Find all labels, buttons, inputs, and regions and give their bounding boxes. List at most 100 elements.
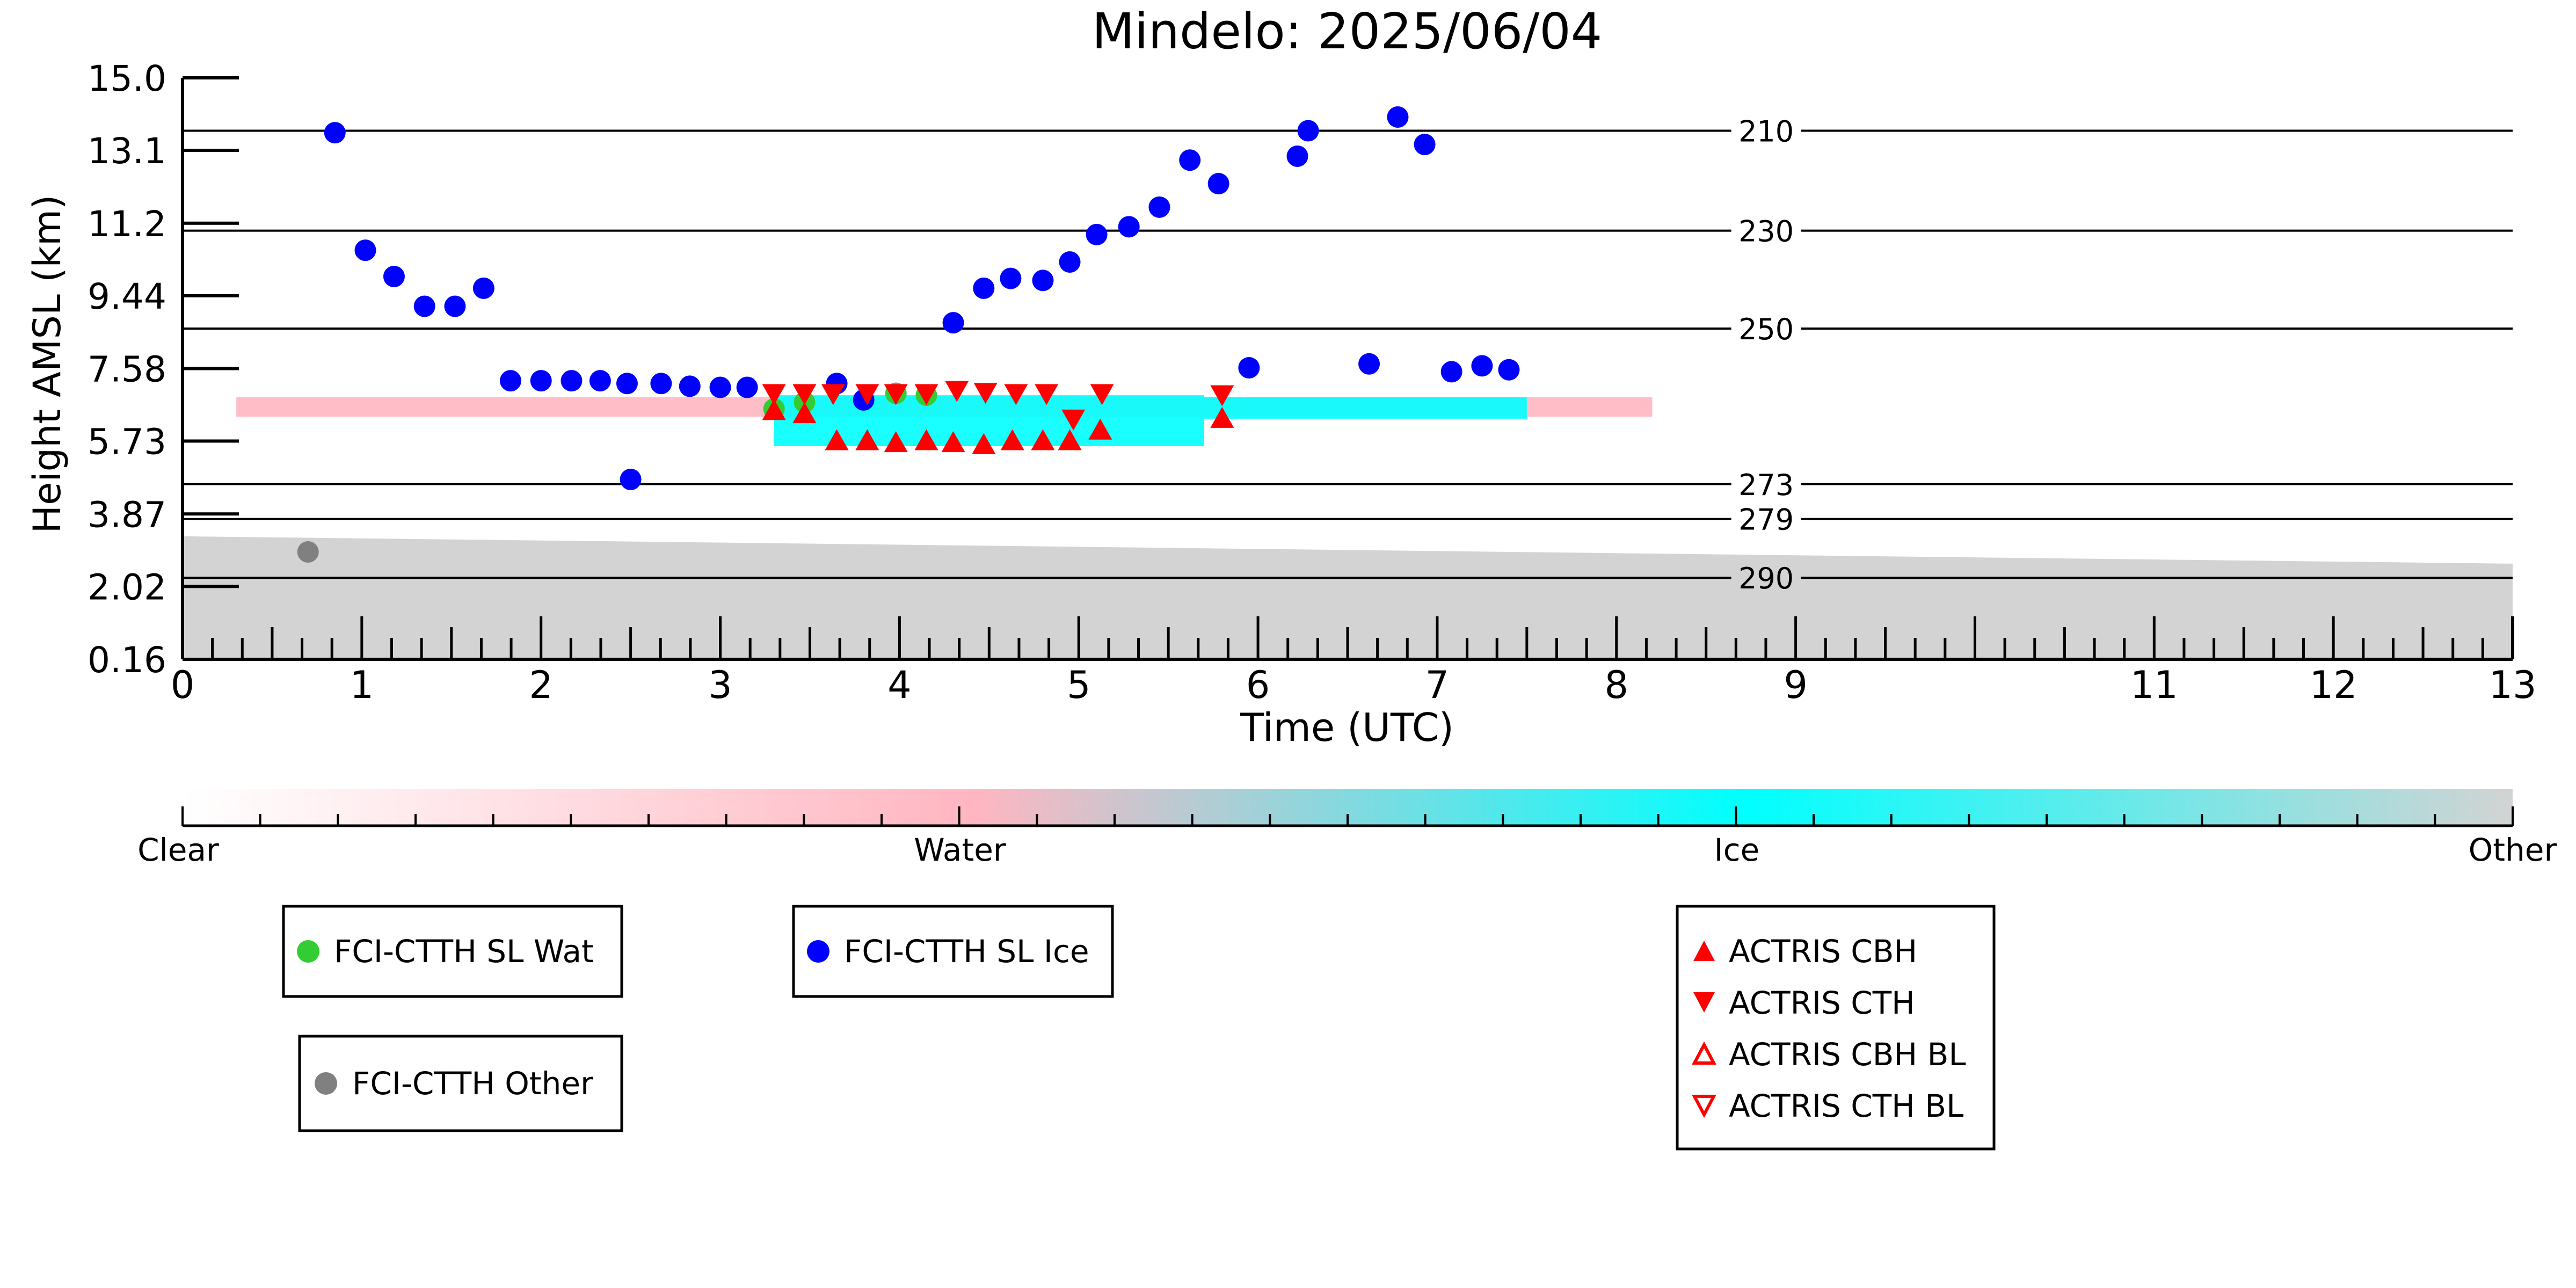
marker-fci-ctth-sl-ice xyxy=(561,370,583,392)
x-axis-label: Time (UTC) xyxy=(1240,705,1454,750)
class-region-other-0 xyxy=(183,536,2513,659)
marker-fci-ctth-sl-ice xyxy=(1179,149,1201,171)
marker-fci-ctth-sl-ice xyxy=(472,277,494,299)
legend-actris-box xyxy=(1676,905,1996,1151)
legend-other-box xyxy=(298,1035,623,1132)
marker-fci-ctth-sl-ice xyxy=(499,370,521,392)
data-markers xyxy=(297,106,1520,563)
legend-cbh-marker xyxy=(1693,941,1715,961)
x-tick-label: 5 xyxy=(1067,663,1091,707)
marker-fci-ctth-sl-ice xyxy=(679,375,701,397)
marker-fci-ctth-sl-ice xyxy=(736,376,758,398)
marker-fci-ctth-sl-ice xyxy=(973,277,995,299)
legend-ice-label: FCI-CTTH SL Ice xyxy=(844,933,1089,970)
marker-actris-cth xyxy=(1035,384,1059,405)
marker-actris-cth xyxy=(884,384,908,405)
marker-actris-cbh xyxy=(1031,429,1055,450)
legend-wat-label: FCI-CTTH SL Wat xyxy=(334,933,594,970)
marker-actris-cth xyxy=(821,384,845,405)
x-tick-label: 4 xyxy=(887,663,912,707)
legend-cbh-bl-marker xyxy=(1692,1041,1716,1065)
y-tick-label: 0.16 xyxy=(88,639,166,681)
isotherm-label-279: 279 xyxy=(1738,503,1794,537)
marker-actris-cth xyxy=(1210,385,1234,406)
colorbar-label-ice: Ice xyxy=(1714,832,1760,868)
marker-fci-ctth-sl-ice xyxy=(620,469,642,491)
marker-fci-ctth-sl-ice xyxy=(650,373,672,395)
colorbar-label-clear: Clear xyxy=(137,832,219,868)
legend-cth-marker xyxy=(1693,992,1715,1013)
legend-wat: FCI-CTTH SL Wat xyxy=(282,905,623,998)
marker-fci-ctth-sl-ice xyxy=(942,312,964,334)
marker-fci-ctth-sl-ice xyxy=(1238,357,1260,379)
isotherm-label-250: 250 xyxy=(1738,312,1794,346)
marker-actris-cth xyxy=(1061,409,1086,431)
y-tick-label: 15.0 xyxy=(88,58,166,99)
x-tick-label: 11 xyxy=(2130,663,2178,707)
marker-fci-ctth-sl-ice xyxy=(1207,173,1229,195)
isotherm-label-230: 230 xyxy=(1738,215,1794,249)
y-tick-label: 5.73 xyxy=(88,421,166,463)
class-region-ice-3 xyxy=(1204,397,1527,419)
marker-actris-cbh xyxy=(972,433,996,454)
marker-fci-ctth-sl-ice xyxy=(1148,196,1170,218)
y-tick-label: 9.44 xyxy=(88,276,166,317)
marker-actris-cth xyxy=(762,384,786,405)
marker-actris-cbh xyxy=(762,399,786,420)
marker-fci-ctth-sl-ice xyxy=(1498,359,1520,381)
chart-title: Mindelo: 2025/06/04 xyxy=(1092,3,1603,60)
marker-actris-cth xyxy=(792,384,817,405)
x-tick-label: 1 xyxy=(350,663,374,707)
marker-actris-cth xyxy=(973,383,998,404)
marker-fci-ctth-sl-ice xyxy=(1286,145,1308,167)
legend-other-marker xyxy=(315,1072,337,1095)
legend-wat-box xyxy=(282,905,623,998)
marker-fci-ctth-sl-ice xyxy=(1000,267,1022,289)
y-tick-label: 2.02 xyxy=(88,566,166,608)
colorbar-label-other: Other xyxy=(2469,832,2557,868)
marker-fci-ctth-sl-ice xyxy=(1387,106,1409,128)
marker-fci-ctth-other xyxy=(297,541,319,563)
marker-actris-cbh xyxy=(1000,429,1024,450)
marker-fci-ctth-sl-ice xyxy=(1440,361,1462,383)
legend-ice-marker xyxy=(807,940,829,963)
x-tick-label: 3 xyxy=(708,663,732,707)
x-tick-label: 2 xyxy=(529,663,553,707)
class-region-ice-2 xyxy=(774,395,1204,446)
marker-actris-cbh xyxy=(914,429,938,450)
x-tick-label: 12 xyxy=(2310,663,2357,707)
marker-fci-ctth-sl-ice xyxy=(709,376,731,398)
legend-ice: FCI-CTTH SL Ice xyxy=(792,905,1114,998)
colorbar-label-water: Water xyxy=(914,832,1006,868)
marker-actris-cbh xyxy=(825,429,849,450)
x-tick-label: 0 xyxy=(171,663,195,707)
isotherm-label-290: 290 xyxy=(1738,562,1794,595)
legend-cth-bl-label: ACTRIS CTH BL xyxy=(1729,1088,1963,1124)
marker-actris-cbh xyxy=(792,402,817,424)
marker-fci-ctth-sl-ice xyxy=(1414,134,1436,156)
y-axis-label: Height AMSL (km) xyxy=(25,195,69,534)
x-tick-label: 9 xyxy=(1784,663,1808,707)
marker-fci-ctth-sl-ice xyxy=(383,266,405,288)
marker-fci-ctth-sl-ice xyxy=(1086,223,1108,245)
marker-fci-ctth-sl-ice xyxy=(1059,251,1081,273)
y-tick-label: 3.87 xyxy=(88,494,166,535)
x-tick-label: 8 xyxy=(1604,663,1628,707)
legend-cth-label: ACTRIS CTH xyxy=(1729,985,1915,1021)
marker-actris-cbh xyxy=(855,429,879,450)
marker-fci-ctth-sl-ice xyxy=(1358,353,1380,375)
marker-actris-cbh xyxy=(941,431,965,453)
legend-cth-bl-marker xyxy=(1692,1095,1716,1118)
marker-fci-ctth-sl-ice xyxy=(324,122,346,144)
y-tick-label: 7.58 xyxy=(88,349,166,390)
marker-actris-cbh xyxy=(1210,406,1234,428)
legend-ice-box xyxy=(792,905,1114,998)
colorbar: Clear Water Ice Other xyxy=(137,789,2557,868)
marker-actris-cbh xyxy=(1088,418,1112,440)
isotherm-label-273: 273 xyxy=(1738,468,1794,502)
legend-cbh-label: ACTRIS CBH xyxy=(1729,933,1917,970)
marker-fci-ctth-sl-ice xyxy=(1471,355,1493,377)
y-tick-label: 13.1 xyxy=(88,130,166,172)
